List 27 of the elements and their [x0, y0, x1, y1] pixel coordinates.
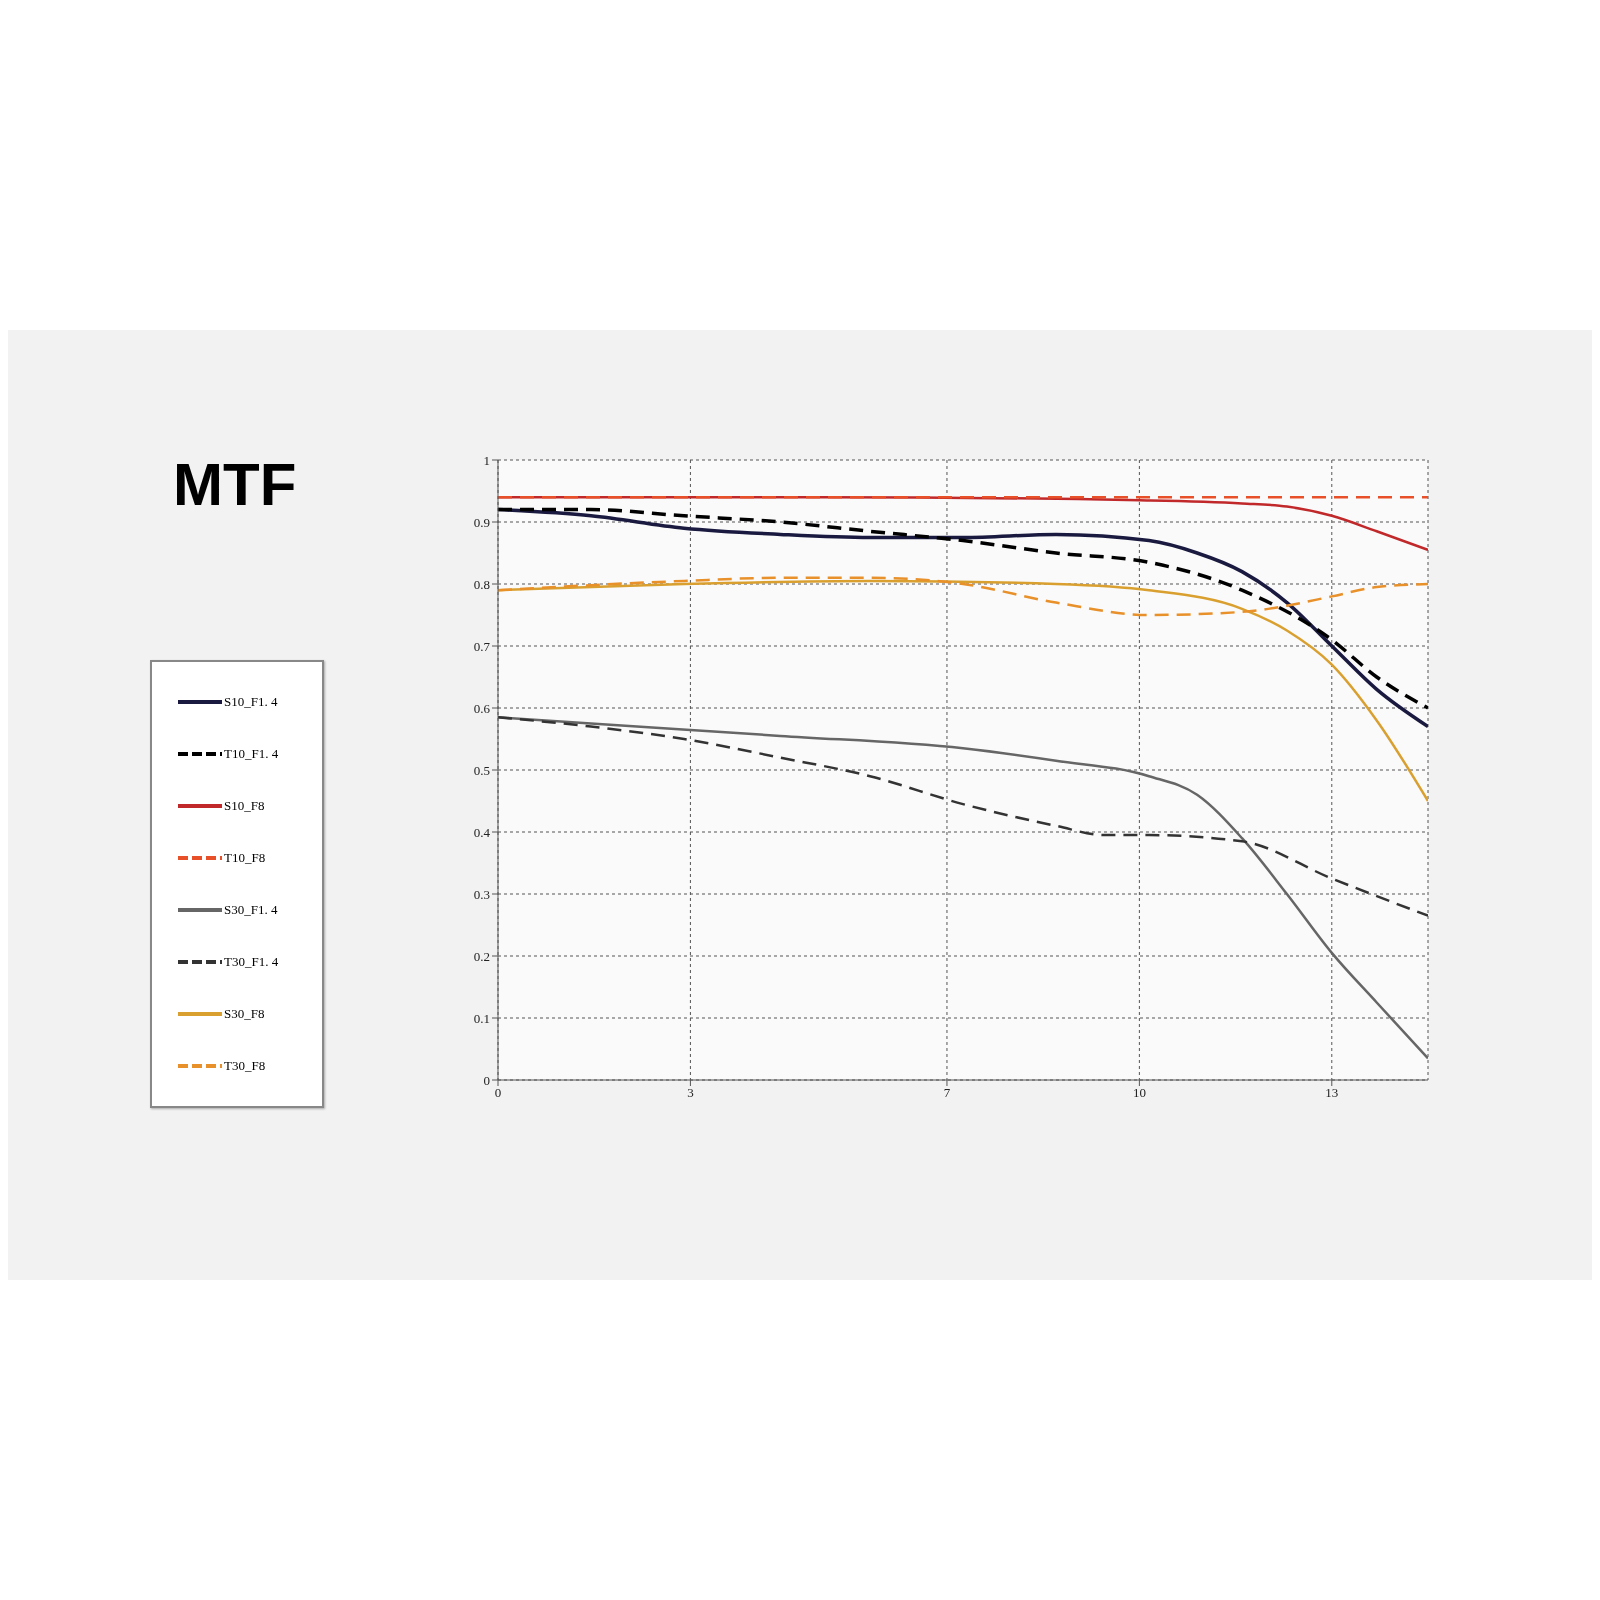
legend-label: S30_F1. 4 — [224, 902, 278, 918]
y-tick-label: 0.9 — [473, 514, 490, 530]
x-tick-label: 0 — [494, 1085, 502, 1101]
legend-label: S10_F1. 4 — [224, 694, 278, 710]
legend-label: T30_F8 — [224, 1058, 266, 1074]
legend-label: S10_F8 — [224, 798, 265, 814]
x-tick-label: 13 — [1325, 1085, 1339, 1101]
x-tick-label: 7 — [943, 1085, 951, 1101]
legend-label: T10_F8 — [224, 850, 266, 866]
x-tick-label: 3 — [687, 1085, 694, 1101]
y-tick-label: 0.5 — [473, 762, 490, 778]
y-tick-label: 0.6 — [473, 700, 491, 716]
y-tick-label: 0.7 — [473, 638, 491, 654]
legend-label: T10_F1. 4 — [224, 746, 279, 762]
y-tick-label: 0.4 — [473, 824, 491, 840]
line-series — [498, 576, 1428, 617]
y-tick-label: 0.8 — [473, 576, 490, 592]
y-tick-label: 1 — [483, 452, 490, 468]
legend-label: S30_F8 — [224, 1006, 265, 1022]
chart-title: MTF — [173, 450, 297, 519]
line-series — [498, 716, 1428, 917]
y-tick-label: 0.1 — [473, 1010, 490, 1026]
y-tick-label: 0 — [483, 1072, 490, 1088]
y-tick-label: 0.3 — [473, 886, 490, 902]
legend-label: T30_F1. 4 — [224, 954, 279, 970]
y-tick-label: 0.2 — [473, 948, 490, 964]
x-tick-label: 10 — [1132, 1085, 1146, 1101]
